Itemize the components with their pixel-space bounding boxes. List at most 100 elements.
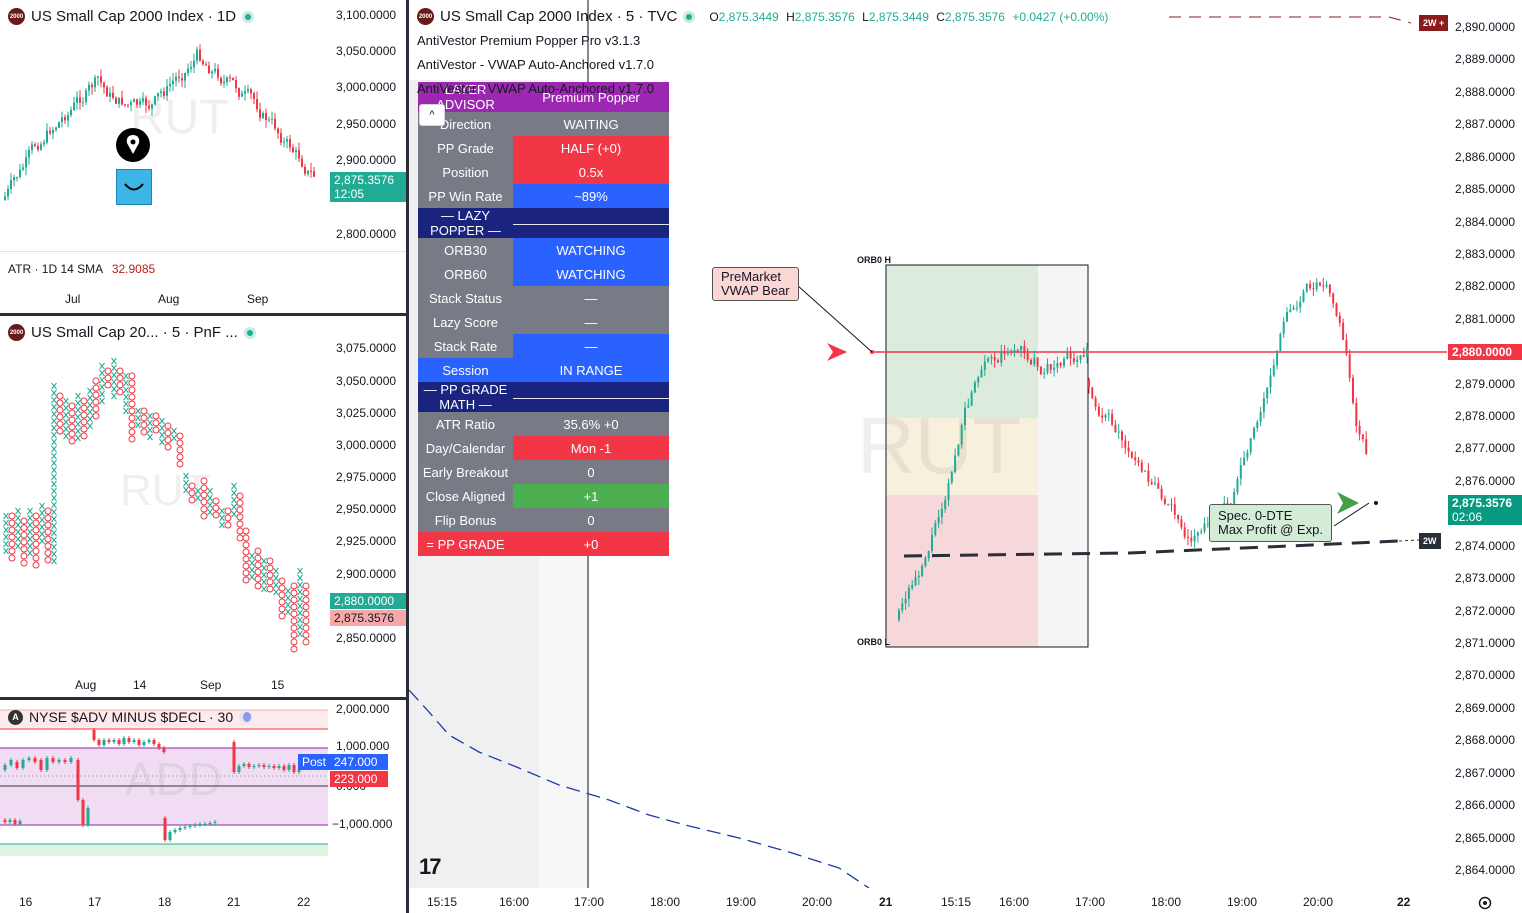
smile-icon[interactable] (116, 169, 152, 205)
pnf-x-mark (123, 372, 129, 380)
study-legend-vwap[interactable]: AntiVestor - VWAP Auto-Anchored v1.7.0 (417, 57, 655, 72)
pnf-x-mark (27, 521, 33, 529)
price-tick: 2,874.0000 (1455, 539, 1516, 553)
pnf-chart-header[interactable]: 2000 US Small Cap 20... · 5 · PnF ... (8, 324, 256, 341)
study-legend-popper[interactable]: AntiVestor Premium Popper Pro v3.1.3 (417, 33, 641, 48)
time-tick: 21 (879, 895, 893, 909)
add-candle-body (287, 765, 291, 770)
pnf-o-mark (20, 517, 28, 525)
price-candle-body (1000, 351, 1003, 363)
pnf-time-axis[interactable]: Aug 14 Sep 15 (0, 678, 328, 696)
add-candle-body (297, 770, 301, 772)
daily-time-axis[interactable]: Jul Aug Sep (0, 292, 328, 310)
pnf-x-mark (123, 379, 129, 387)
time-tick: Sep (247, 292, 269, 306)
daily-price-axis[interactable]: 3,100.0000 3,050.0000 3,000.0000 2,950.0… (328, 0, 406, 250)
pnf-o-mark (56, 413, 64, 421)
add-candle-body (102, 740, 106, 745)
pane-separator[interactable] (0, 313, 406, 316)
study-legend-vwap-2[interactable]: AntiVestor - VWAP Auto-Anchored v1.7.0 (417, 81, 655, 96)
table-row-label: PP Win Rate (418, 184, 513, 208)
daily-candle-body (130, 102, 132, 106)
price-tick: 2,877.0000 (1455, 441, 1516, 455)
pnf-x-mark (297, 574, 303, 582)
price-candle-body (1140, 462, 1143, 472)
add-chart-title: NYSE $ADV MINUS $DECL · 30 (29, 709, 234, 725)
daily-candle-body (118, 97, 120, 104)
daily-candle-body (40, 144, 42, 150)
table-row: — LAZY POPPER — ———————————— (418, 208, 669, 238)
pnf-x-mark (273, 581, 279, 589)
daily-candle-body (298, 150, 300, 159)
price-candle-body (1361, 434, 1364, 440)
add-chart-pane[interactable]: A NYSE $ADV MINUS $DECL · 30 ADD 2,000.0… (0, 700, 406, 913)
daily-candle-body (70, 110, 72, 116)
pnf-price-axis[interactable]: 3,075.0000 3,050.0000 3,025.0000 3,000.0… (328, 316, 406, 676)
main-time-axis[interactable]: 15:15 16:00 17:00 18:00 19:00 20:00 21 15:15 16:… (409, 888, 1447, 913)
pane-separator[interactable] (0, 697, 406, 700)
price-candle-body (901, 603, 904, 611)
pnf-o-mark (224, 514, 232, 522)
price-candle-body (1082, 355, 1085, 357)
tradingview-logo[interactable]: 17 (419, 854, 442, 879)
pnf-o-mark (116, 367, 124, 375)
pnf-o-mark (290, 603, 298, 611)
orb-extension-zone (1038, 265, 1088, 647)
gear-icon[interactable] (1477, 895, 1493, 911)
add-chart-header[interactable]: A NYSE $ADV MINUS $DECL · 30 (8, 709, 254, 725)
daily-candle-body (16, 177, 18, 179)
premarket-vwap-label[interactable]: PreMarket VWAP Bear (712, 267, 799, 301)
table-row-value: ~89% (513, 184, 669, 208)
pnf-x-mark (3, 547, 9, 555)
price-candle-body (944, 500, 947, 510)
daily-candle-body (175, 76, 177, 81)
pnf-x-mark (51, 403, 57, 411)
daily-candle-body (244, 91, 246, 94)
pnf-o-mark (302, 617, 310, 625)
pnf-x-mark (297, 630, 303, 638)
pnf-x-mark (63, 425, 69, 433)
atr-legend[interactable]: ATR · 1D 14 SMA 32.9085 (8, 262, 155, 276)
pnf-x-mark (285, 601, 291, 609)
daily-candle-body (76, 97, 78, 103)
pnf-x-mark (75, 420, 81, 428)
pnf-o-mark (92, 398, 100, 406)
pnf-x-mark (123, 400, 129, 408)
add-candle-body (3, 765, 7, 770)
pnf-x-mark (15, 521, 21, 529)
collapse-legend-button[interactable]: ^ (419, 104, 445, 126)
pnf-o-mark (32, 519, 40, 527)
pnf-x-mark (297, 609, 303, 617)
layout-splitter[interactable] (406, 0, 409, 913)
time-tick: 18:00 (650, 895, 681, 909)
pnf-o-mark (128, 421, 136, 429)
price-tick: 2,878.0000 (1455, 409, 1516, 423)
spec-line1: Spec. 0-DTE (1218, 508, 1293, 523)
main-price-axis[interactable]: 2,890.0000 2,889.0000 2,888.0000 2,887.0000… (1447, 0, 1522, 888)
main-chart-header[interactable]: 2000 US Small Cap 2000 Index · 5 · TVC O… (417, 8, 1108, 25)
add-time-axis[interactable]: 16 17 18 21 22 (0, 895, 328, 913)
pnf-o-mark (8, 540, 16, 548)
daily-chart-header[interactable]: 2000 US Small Cap 2000 Index · 1D (8, 8, 255, 25)
table-row-label: Stack Status (418, 286, 513, 310)
orb-lower-zone (886, 495, 1038, 647)
price-candle-body (987, 358, 990, 362)
price-candle-body (1272, 365, 1275, 376)
daily-chart-pane[interactable]: 2000 US Small Cap 2000 Index · 1D RUT 3,… (0, 0, 406, 313)
pen-nib-icon[interactable] (116, 128, 150, 162)
pnf-o-mark (242, 555, 250, 563)
price-candle-body (1345, 339, 1348, 355)
green-arrow-marker (1337, 492, 1359, 514)
pnf-x-mark (51, 389, 57, 397)
time-tick: 15 (271, 678, 285, 692)
daily-candle-body (91, 84, 93, 88)
pnf-x-mark (87, 394, 93, 402)
daily-candle-body (25, 157, 27, 168)
price-candle-body (924, 558, 927, 566)
pnf-o-mark (254, 547, 262, 555)
pnf-chart-pane[interactable]: 2000 US Small Cap 20... · 5 · PnF ... RU… (0, 316, 406, 697)
spec-0dte-label[interactable]: Spec. 0-DTE Max Profit @ Exp. (1209, 504, 1332, 542)
add-value-axis[interactable]: 2,000.000 1,000.000 0.000 −1,000.000 (328, 700, 406, 890)
pnf-x-mark (75, 427, 81, 435)
price-candle-body (1196, 532, 1199, 536)
